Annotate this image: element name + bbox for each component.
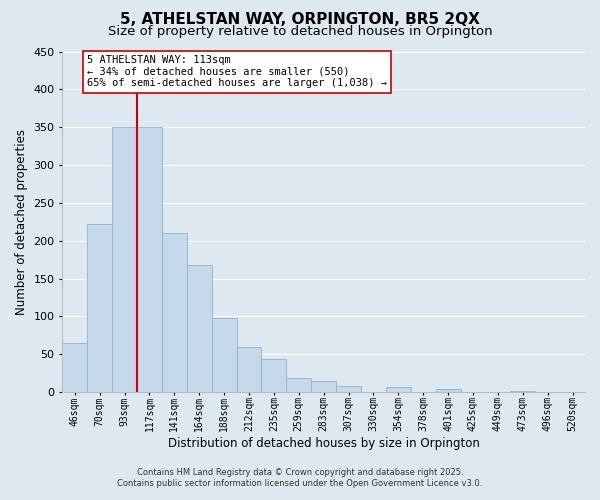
- Text: 5, ATHELSTAN WAY, ORPINGTON, BR5 2QX: 5, ATHELSTAN WAY, ORPINGTON, BR5 2QX: [120, 12, 480, 28]
- Bar: [436, 389, 461, 392]
- Bar: [187, 265, 212, 392]
- Bar: [386, 386, 411, 392]
- Bar: [286, 378, 311, 392]
- Bar: [62, 343, 87, 392]
- Bar: [137, 127, 162, 392]
- Bar: [87, 224, 112, 392]
- Text: Size of property relative to detached houses in Orpington: Size of property relative to detached ho…: [107, 25, 493, 38]
- Y-axis label: Number of detached properties: Number of detached properties: [15, 129, 28, 315]
- Bar: [511, 390, 535, 392]
- Bar: [262, 358, 286, 392]
- Bar: [311, 380, 336, 392]
- Bar: [112, 127, 137, 392]
- Bar: [212, 318, 236, 392]
- Bar: [336, 386, 361, 392]
- Bar: [162, 233, 187, 392]
- Bar: [236, 346, 262, 392]
- Text: 5 ATHELSTAN WAY: 113sqm
← 34% of detached houses are smaller (550)
65% of semi-d: 5 ATHELSTAN WAY: 113sqm ← 34% of detache…: [87, 56, 387, 88]
- Text: Contains HM Land Registry data © Crown copyright and database right 2025.
Contai: Contains HM Land Registry data © Crown c…: [118, 468, 482, 487]
- X-axis label: Distribution of detached houses by size in Orpington: Distribution of detached houses by size …: [168, 437, 479, 450]
